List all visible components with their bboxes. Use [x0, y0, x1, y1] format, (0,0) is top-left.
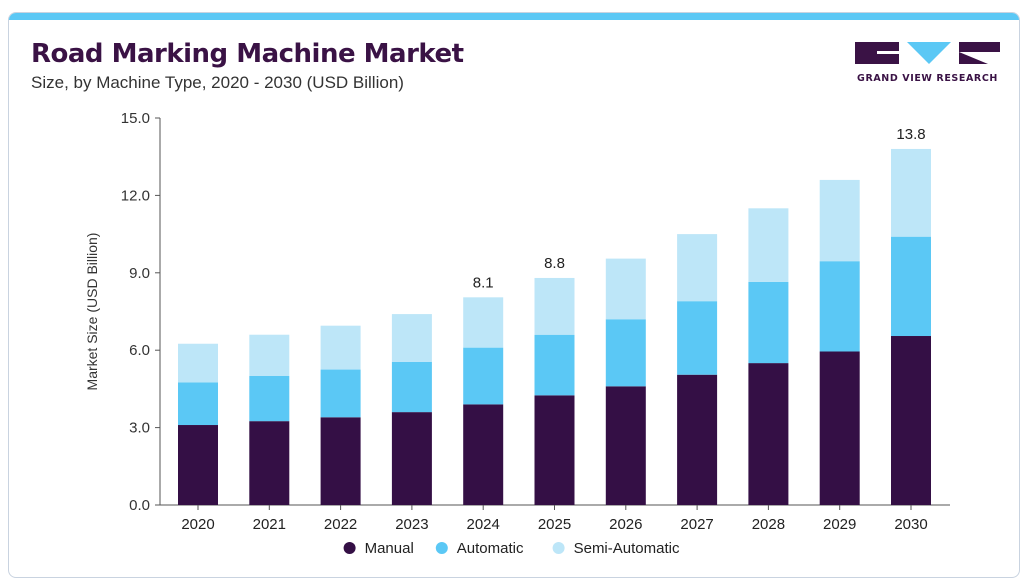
bar-manual-2028	[748, 363, 789, 505]
bar-semi-automatic-2027	[677, 234, 718, 302]
bar-semi-automatic-2025	[534, 277, 575, 335]
bar-automatic-2026	[605, 319, 646, 387]
x-tick-label: 2021	[253, 516, 286, 533]
data-label-2030: 13.8	[896, 126, 925, 143]
bar-manual-2029	[819, 351, 860, 505]
bar-manual-2022	[320, 417, 361, 505]
bar-manual-2030	[891, 336, 931, 505]
x-tick-label: 2022	[324, 516, 357, 533]
x-tick-label: 2029	[823, 516, 856, 533]
x-tick-label: 2030	[894, 516, 927, 533]
bar-manual-2024	[463, 404, 504, 505]
legend-label-semi-automatic: Semi-Automatic	[574, 540, 680, 557]
bar-automatic-2027	[677, 301, 718, 375]
accent-bar	[9, 13, 1019, 20]
x-tick-label: 2027	[680, 516, 713, 533]
bar-semi-automatic-2022	[320, 325, 361, 370]
logo-mark-icon	[855, 42, 1000, 64]
y-tick-label: 15.0	[121, 110, 150, 127]
data-label-2025: 8.8	[544, 255, 565, 272]
y-tick-label: 3.0	[129, 420, 150, 437]
bar-automatic-2023	[391, 361, 432, 413]
legend-marker-semi-automatic	[552, 542, 565, 554]
legend-marker-manual	[343, 542, 356, 554]
bar-automatic-2029	[819, 261, 860, 352]
y-tick-label: 0.0	[129, 497, 150, 514]
x-tick-label: 2020	[181, 516, 214, 533]
x-tick-label: 2023	[395, 516, 428, 533]
bar-semi-automatic-2030	[891, 148, 931, 237]
bar-semi-automatic-2024	[463, 297, 504, 348]
bar-manual-2023	[391, 412, 432, 505]
bar-automatic-2025	[534, 334, 575, 396]
y-tick-label: 6.0	[129, 342, 150, 359]
bar-semi-automatic-2023	[391, 314, 432, 362]
bar-automatic-2028	[748, 281, 789, 364]
bar-manual-2020	[178, 425, 218, 505]
y-axis-label: Market Size (USD Billion)	[84, 233, 100, 391]
bar-manual-2025	[534, 395, 575, 505]
bar-manual-2021	[249, 421, 290, 505]
x-tick-label: 2028	[752, 516, 785, 533]
bar-automatic-2022	[320, 369, 361, 418]
data-label-2024: 8.1	[473, 274, 494, 291]
bar-semi-automatic-2026	[605, 258, 646, 320]
chart-subtitle: Size, by Machine Type, 2020 - 2030 (USD …	[31, 73, 404, 92]
y-tick-label: 9.0	[129, 265, 150, 282]
legend-label-automatic: Automatic	[457, 540, 524, 557]
legend-marker-automatic	[435, 542, 448, 554]
x-tick-label: 2025	[538, 516, 571, 533]
bar-automatic-2021	[249, 376, 290, 422]
bar-automatic-2020	[178, 382, 218, 426]
bar-manual-2026	[605, 386, 646, 505]
bar-semi-automatic-2028	[748, 208, 789, 282]
chart-title: Road Marking Machine Market	[31, 39, 464, 69]
bar-automatic-2030	[891, 236, 931, 337]
bar-semi-automatic-2021	[249, 334, 290, 376]
x-tick-label: 2024	[467, 516, 500, 533]
logo-text: GRAND VIEW RESEARCH	[857, 73, 998, 84]
grand-view-research-logo: GRAND VIEW RESEARCH	[855, 42, 1000, 97]
bar-manual-2027	[677, 374, 718, 505]
bar-automatic-2024	[463, 347, 504, 405]
y-tick-label: 12.0	[121, 187, 150, 204]
x-tick-label: 2026	[609, 516, 642, 533]
bar-semi-automatic-2020	[178, 343, 218, 383]
bar-semi-automatic-2029	[819, 179, 860, 262]
legend-label-manual: Manual	[365, 540, 414, 557]
